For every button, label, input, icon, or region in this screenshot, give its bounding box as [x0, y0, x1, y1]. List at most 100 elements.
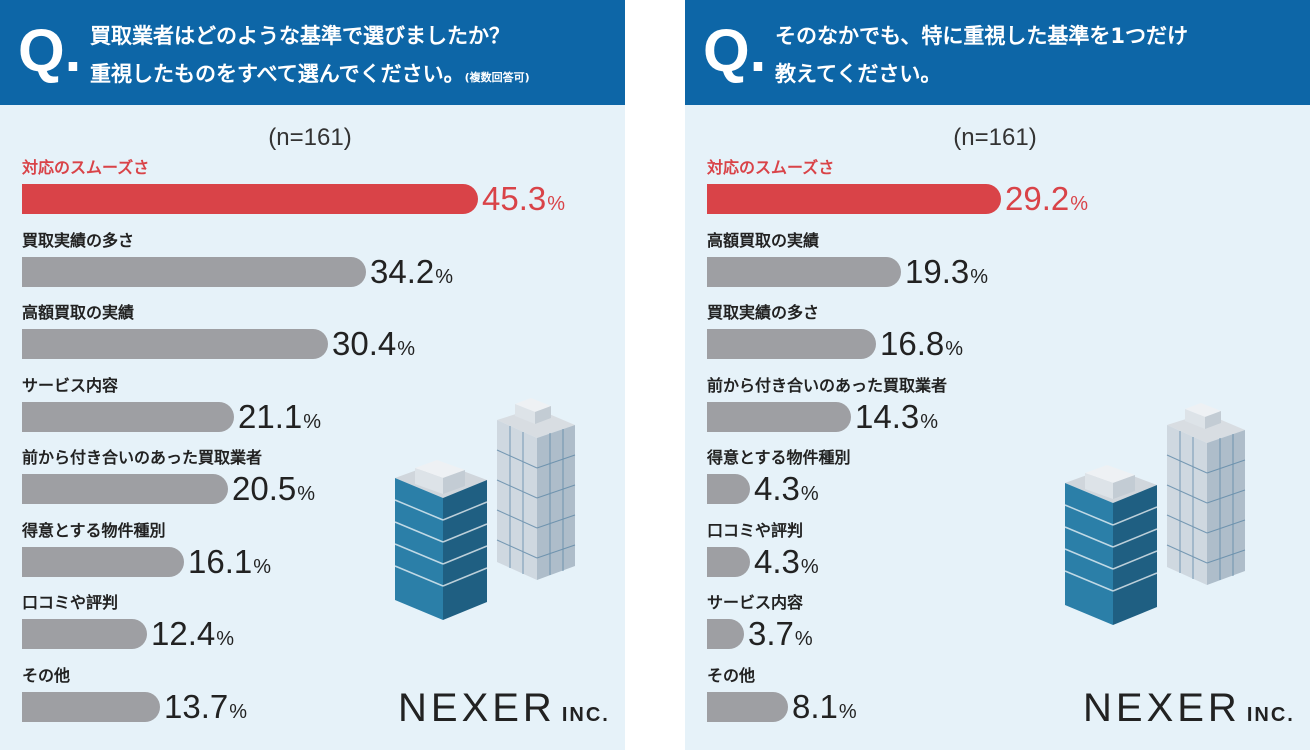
question-line-2: 教えてください。 [775, 58, 941, 88]
short-building-image [1065, 465, 1157, 625]
bar-value-label: 4.3% [754, 542, 819, 584]
bar [707, 546, 750, 577]
bar-value-number: 29.2 [1005, 180, 1070, 217]
bar-value-unit: % [800, 483, 819, 505]
bar [22, 184, 478, 214]
question-line-2-text: 教えてください。 [775, 62, 942, 86]
bar-value-number: 21.1 [238, 397, 303, 435]
bar-value-label: 19.3% [905, 252, 989, 294]
bar-value-label: 16.8% [880, 327, 963, 366]
question-note: (複数回答可) [464, 71, 530, 84]
bar-value-unit: % [794, 628, 813, 650]
question-line-2-text: 重視したものをすべて選んでください。 [90, 62, 465, 86]
bar-category-label: その他 [22, 665, 71, 685]
bar-value-label: 34.2% [370, 254, 454, 294]
bar-value-unit: % [297, 483, 316, 505]
bar-category-label: 対応のスムーズさ [22, 158, 150, 177]
sample-size-label: (n=161) [268, 124, 352, 151]
company-logo: NEXER INC. [1083, 686, 1295, 731]
question-mark: Q. [18, 17, 82, 84]
bar [707, 329, 876, 359]
bar [22, 619, 147, 649]
bar [707, 474, 750, 504]
bar [22, 329, 328, 359]
bar-value-number: 45.3 [482, 180, 547, 217]
bar-chart: 対応のスムーズさ 45.3% 買取実績の多さ 34.2% 高額買取の実績 30.4% サービ… [0, 0, 625, 750]
bar-value-number: 12.4 [151, 615, 216, 652]
bar-value-label: 4.3% [754, 472, 819, 511]
bar-value-number: 16.8 [880, 325, 945, 362]
bar-value-unit: % [945, 338, 964, 360]
chart-panel-right: Q. そのなかでも、特に重視した基準を1つだけ 教えてください。 (n=161)… [685, 0, 1310, 750]
bar-value-number: 13.7 [164, 687, 229, 725]
bar-value-number: 20.5 [232, 470, 297, 507]
bar-category-label: サービス内容 [707, 593, 804, 612]
bar-value-label: 45.3% [482, 182, 565, 221]
bar-category-label: サービス内容 [22, 375, 119, 395]
bar-value-label: 12.4% [151, 617, 234, 656]
bar-value-label: 8.1% [792, 687, 857, 729]
buildings-illustration [1055, 395, 1255, 639]
bar [707, 691, 788, 722]
bar-value-label: 14.3% [855, 397, 939, 439]
question-header: Q. 買取業者はどのような基準で選びましたか？ 重視したものをすべて選んでくださ… [0, 0, 625, 105]
bar-value-number: 4.3 [754, 542, 800, 580]
bar-category-label: 得意とする物件種別 [22, 520, 166, 540]
bar-category-label: 口コミや評判 [707, 520, 804, 540]
chart-panel-left: Q. 買取業者はどのような基準で選びましたか？ 重視したものをすべて選んでくださ… [0, 0, 625, 750]
bar-value-unit: % [1070, 193, 1089, 215]
bar-value-number: 16.1 [188, 542, 253, 580]
logo-name: NEXER [398, 686, 556, 730]
logo-name: NEXER [1083, 686, 1241, 730]
bar-value-unit: % [435, 265, 454, 288]
question-line-2: 重視したものをすべて選んでください。(複数回答可) [90, 58, 530, 88]
bar-value-unit: % [920, 410, 939, 433]
bar-value-label: 16.1% [188, 542, 272, 584]
logo-suffix: INC. [1246, 704, 1295, 726]
bar-value-number: 30.4 [332, 325, 397, 362]
bar-value-label: 29.2% [1005, 182, 1088, 221]
bar [22, 546, 184, 577]
bar-value-unit: % [303, 410, 322, 433]
bar-value-label: 13.7% [164, 687, 248, 729]
bar-value-number: 3.7 [748, 615, 794, 652]
bar-value-number: 8.1 [792, 687, 838, 725]
bar-value-label: 30.4% [332, 327, 415, 366]
bar-category-label: 前から付き合いのあった買取業者 [707, 375, 948, 395]
bar-category-label: 得意とする物件種別 [707, 448, 851, 467]
tall-building-image [497, 398, 575, 580]
bar-category-label: 口コミや評判 [22, 593, 119, 612]
bar-category-label: 前から付き合いのあった買取業者 [22, 448, 263, 467]
bar [707, 256, 901, 287]
bar-category-label: 買取実績の多さ [22, 230, 135, 250]
bar-value-unit: % [970, 265, 989, 288]
buildings-illustration [385, 390, 585, 634]
question-mark: Q. [703, 17, 767, 84]
bar-value-number: 19.3 [905, 252, 970, 290]
tall-building-image [1167, 403, 1245, 585]
bar [707, 401, 851, 432]
bar-value-number: 14.3 [855, 397, 920, 435]
bar-value-unit: % [229, 700, 248, 723]
bar-value-label: 20.5% [232, 472, 315, 511]
bar [22, 691, 160, 722]
bar-value-unit: % [838, 700, 857, 723]
question-header: Q. そのなかでも、特に重視した基準を1つだけ 教えてください。 [685, 0, 1310, 105]
sample-size-label: (n=161) [953, 124, 1037, 151]
bar [22, 474, 228, 504]
bar [22, 401, 234, 432]
bar-category-label: 対応のスムーズさ [707, 158, 835, 177]
bar-value-label: 21.1% [238, 397, 322, 439]
bar-value-unit: % [253, 555, 272, 578]
bar [22, 256, 366, 287]
bar-category-label: 買取実績の多さ [707, 303, 820, 322]
bar-category-label: 高額買取の実績 [22, 303, 135, 322]
bar-value-unit: % [397, 338, 416, 360]
bar [707, 619, 744, 649]
bar-value-number: 4.3 [754, 470, 800, 507]
short-building-image [395, 460, 487, 620]
bar-chart: 対応のスムーズさ 29.2% 高額買取の実績 19.3% 買取実績の多さ 16.8% 前から… [685, 0, 1310, 750]
bar-value-unit: % [800, 555, 819, 578]
bar-category-label: 高額買取の実績 [707, 230, 820, 250]
bar-value-label: 3.7% [748, 617, 813, 656]
